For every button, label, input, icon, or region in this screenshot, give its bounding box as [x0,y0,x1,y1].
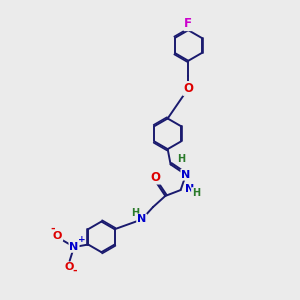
Text: N: N [137,214,146,224]
Text: +: + [78,235,85,244]
Text: H: H [192,188,200,198]
Text: -: - [50,224,55,234]
Text: N: N [181,170,190,180]
Text: H: H [177,154,185,164]
Text: N: N [185,184,194,194]
Text: O: O [65,262,74,272]
Text: O: O [151,171,160,184]
Text: -: - [73,266,77,275]
Text: O: O [53,231,62,241]
Text: F: F [184,17,192,30]
Text: O: O [183,82,193,95]
Text: N: N [69,242,79,252]
Text: H: H [131,208,139,218]
